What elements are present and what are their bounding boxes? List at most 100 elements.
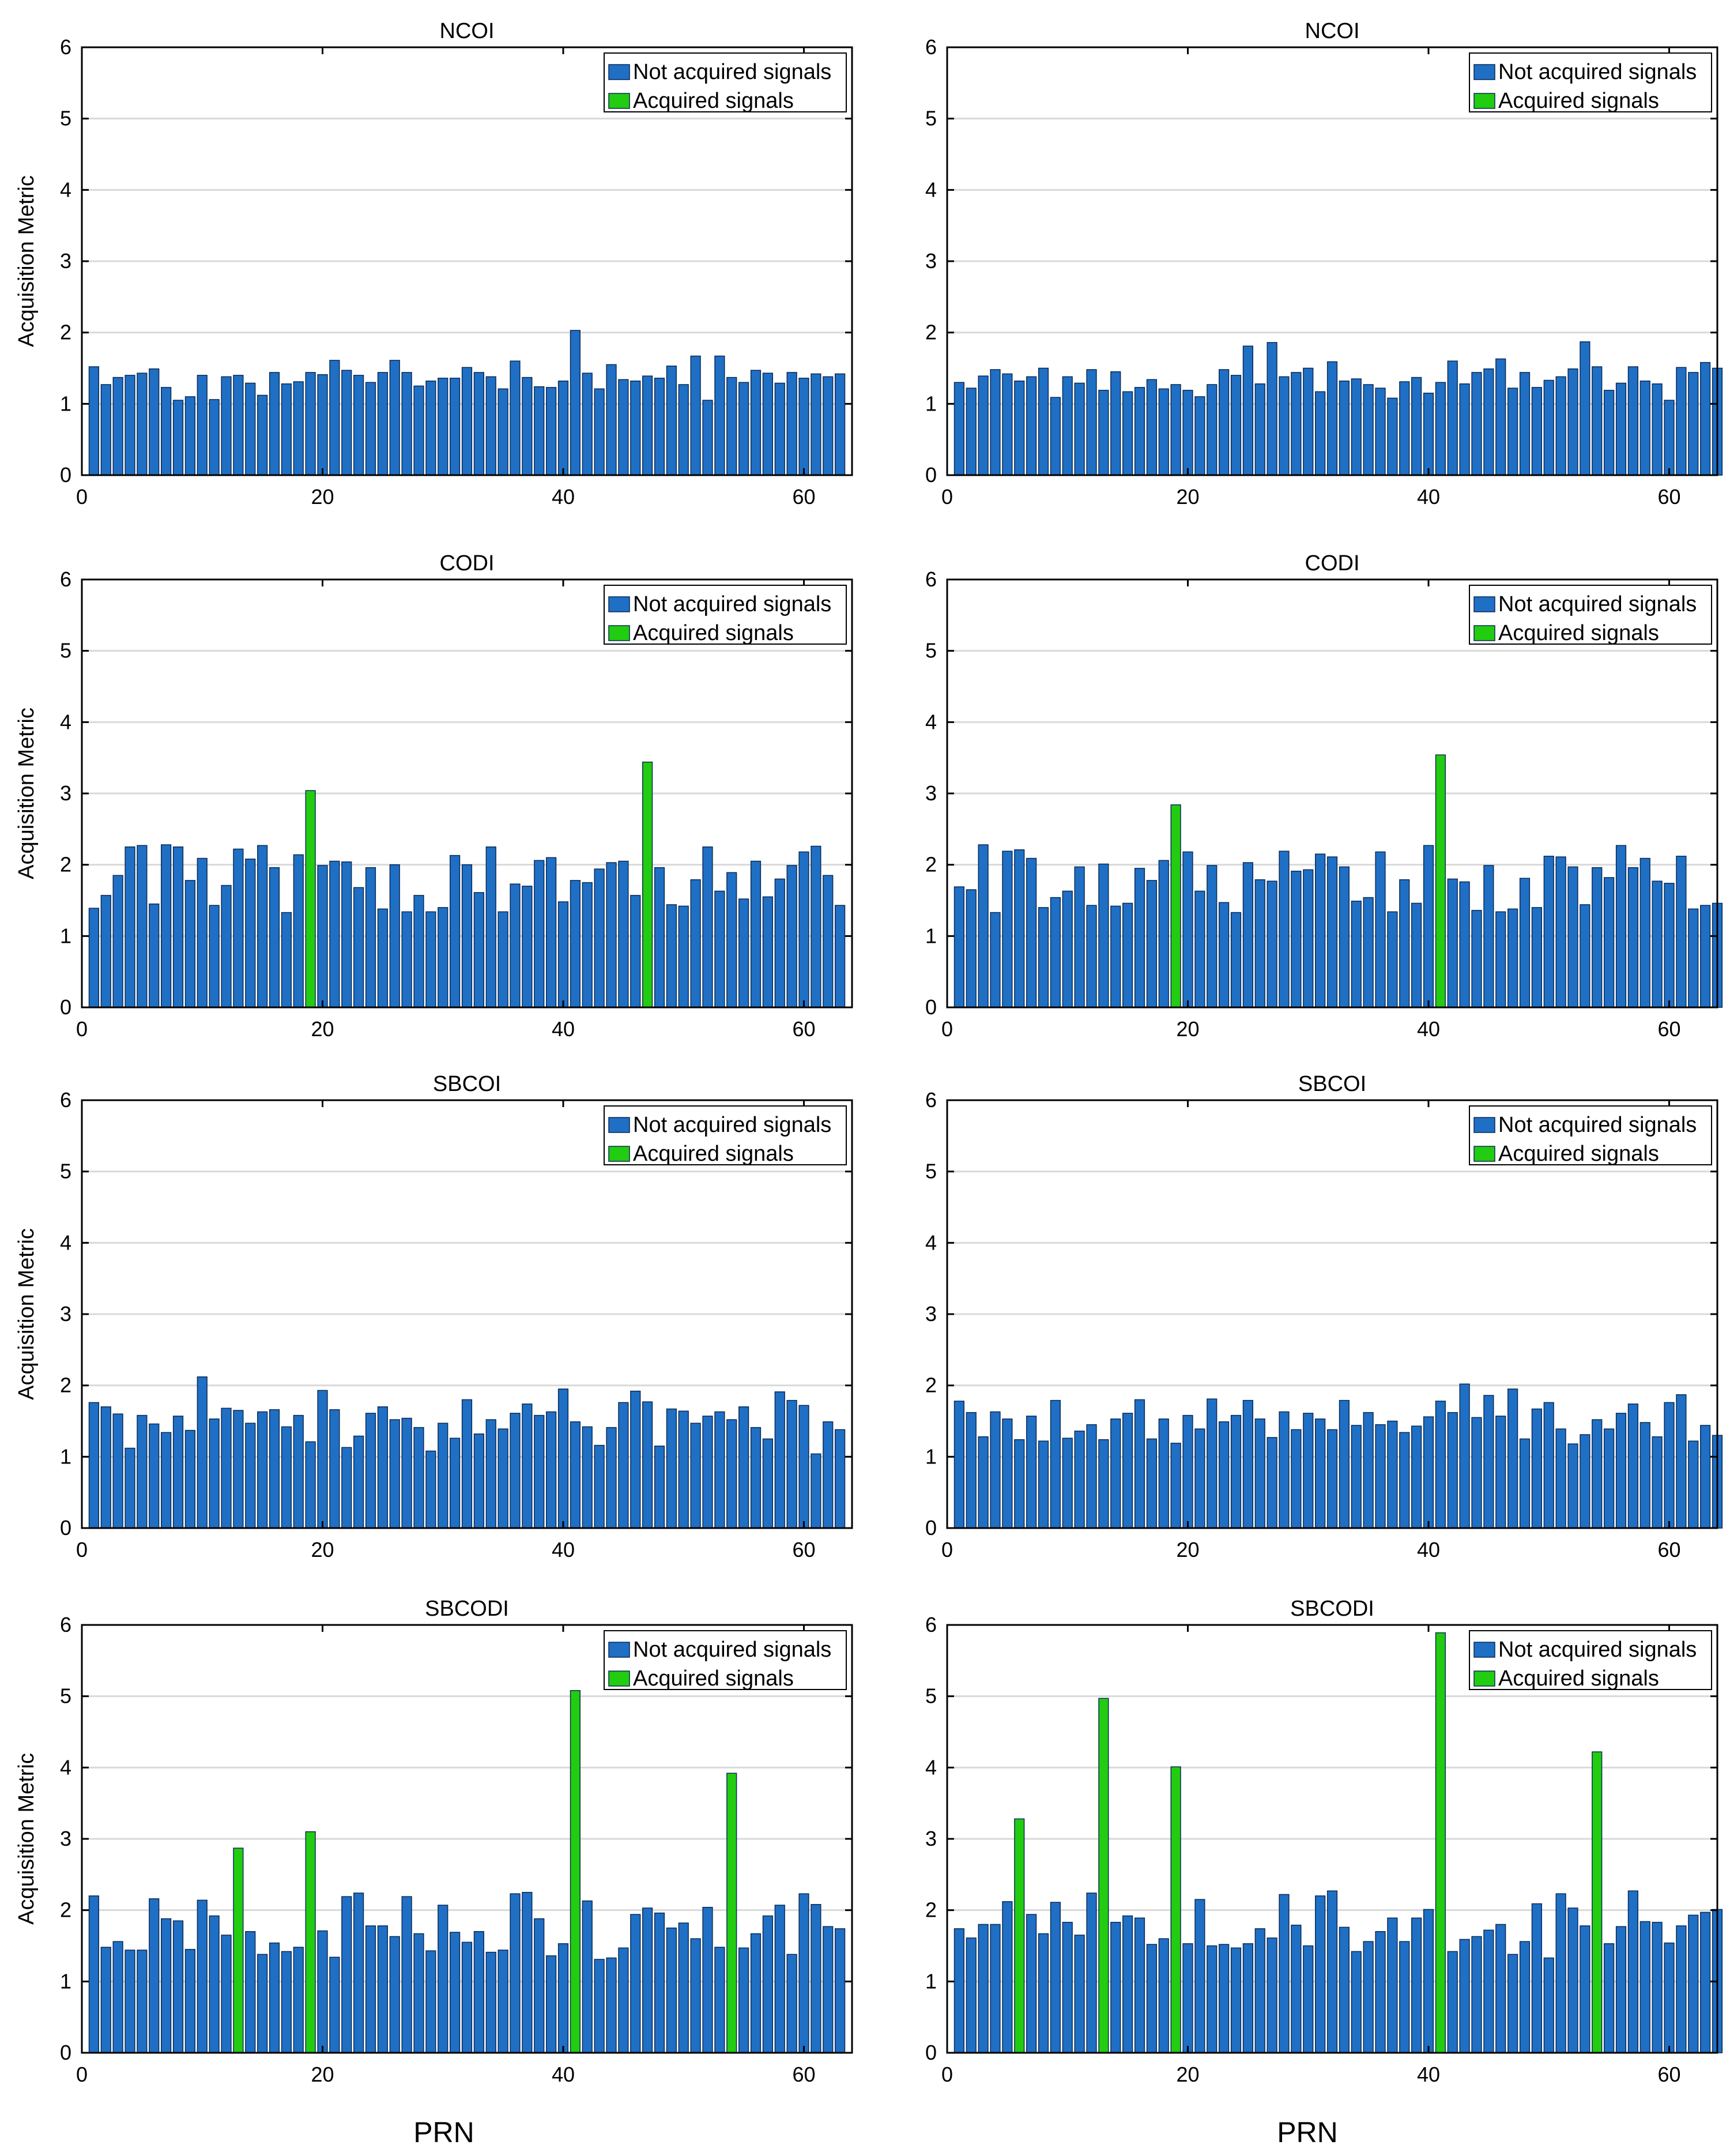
bar-not-acquired bbox=[197, 1376, 208, 1529]
bar-not-acquired bbox=[1688, 372, 1699, 476]
bar-not-acquired bbox=[1664, 1402, 1675, 1529]
bar-not-acquired bbox=[1074, 382, 1085, 476]
bar-not-acquired bbox=[1219, 1944, 1230, 2053]
bar-not-acquired bbox=[377, 372, 388, 476]
bar-not-acquired bbox=[1351, 1951, 1362, 2053]
bar-not-acquired bbox=[281, 1426, 292, 1529]
bar-not-acquired bbox=[786, 372, 797, 476]
y-tick-label: 0 bbox=[925, 1516, 937, 1540]
y-tick-label: 3 bbox=[925, 1827, 937, 1850]
bar-not-acquired bbox=[1303, 869, 1314, 1008]
bar-not-acquired bbox=[1098, 863, 1109, 1008]
bar-not-acquired bbox=[209, 1915, 220, 2053]
bar-not-acquired bbox=[522, 886, 533, 1008]
bar-not-acquired bbox=[1110, 371, 1121, 476]
bar-acquired bbox=[1592, 1751, 1603, 2053]
bar-not-acquired bbox=[798, 378, 809, 476]
bar-not-acquired bbox=[798, 851, 809, 1008]
y-tick-label: 5 bbox=[60, 107, 71, 130]
bar-not-acquired bbox=[714, 355, 725, 476]
bar-not-acquired bbox=[1098, 1439, 1109, 1529]
bar-not-acquired bbox=[221, 885, 232, 1008]
bar-not-acquired bbox=[1303, 367, 1314, 476]
bar-not-acquired bbox=[317, 1930, 328, 2053]
bar-not-acquired bbox=[1639, 1921, 1650, 2053]
x-tick-label: 40 bbox=[1417, 2063, 1440, 2086]
bar-not-acquired bbox=[1507, 908, 1518, 1008]
bar-not-acquired bbox=[1459, 1939, 1470, 2053]
x-tick-label: 0 bbox=[76, 1538, 88, 1561]
bar-not-acquired bbox=[461, 1941, 473, 2053]
bar-not-acquired bbox=[112, 377, 123, 476]
legend-box bbox=[604, 1105, 847, 1165]
bar-not-acquired bbox=[1399, 879, 1410, 1008]
bar-not-acquired bbox=[654, 1446, 665, 1529]
bar-not-acquired bbox=[1303, 1945, 1314, 2053]
bar-not-acquired bbox=[1615, 845, 1627, 1008]
legend: Not acquired signals Acquired signals bbox=[1469, 585, 1712, 645]
bar-not-acquired bbox=[1375, 1424, 1386, 1529]
bar-not-acquired bbox=[1026, 1416, 1037, 1529]
bar-acquired bbox=[1435, 1632, 1446, 2053]
legend-swatch-acquired bbox=[1473, 1670, 1495, 1687]
bar-not-acquired bbox=[1664, 400, 1675, 476]
bar-not-acquired bbox=[654, 378, 665, 476]
bar-not-acquired bbox=[269, 1942, 280, 2053]
legend-swatch-acquired bbox=[608, 625, 630, 641]
bar-not-acquired bbox=[293, 1414, 304, 1529]
bar-not-acquired bbox=[823, 376, 834, 476]
bar-not-acquired bbox=[1555, 1893, 1566, 2053]
bar-not-acquired bbox=[1375, 387, 1386, 476]
bar-not-acquired bbox=[1339, 1399, 1350, 1529]
bar-not-acquired bbox=[389, 864, 400, 1008]
bar-not-acquired bbox=[835, 905, 846, 1008]
bar-not-acquired bbox=[125, 375, 135, 476]
bar-not-acquired bbox=[618, 1947, 629, 2053]
x-tick-label: 20 bbox=[1176, 1017, 1199, 1041]
bar-not-acquired bbox=[1580, 1925, 1590, 2053]
bar-not-acquired bbox=[953, 382, 964, 476]
bar-not-acquired bbox=[1543, 379, 1554, 476]
legend-swatch-not-acquired bbox=[608, 1642, 630, 1658]
y-tick-label: 3 bbox=[60, 249, 71, 273]
bar-not-acquired bbox=[786, 1399, 797, 1529]
y-tick-label: 2 bbox=[925, 321, 937, 344]
bar-not-acquired bbox=[100, 384, 111, 476]
bar-not-acquired bbox=[606, 364, 617, 476]
bar-not-acquired bbox=[678, 905, 689, 1008]
x-tick-label: 40 bbox=[1417, 1538, 1440, 1561]
bar-not-acquired bbox=[702, 400, 713, 476]
bar-not-acquired bbox=[341, 370, 352, 476]
x-tick-label: 60 bbox=[792, 2063, 815, 2086]
bar-not-acquired bbox=[1242, 862, 1253, 1008]
bar-not-acquired bbox=[1639, 857, 1650, 1008]
bar-not-acquired bbox=[690, 1938, 701, 2053]
bar-not-acquired bbox=[534, 860, 545, 1008]
bar-not-acquired bbox=[1002, 1901, 1013, 2053]
bar-not-acquired bbox=[125, 1950, 135, 2053]
bar-not-acquired bbox=[1254, 879, 1265, 1008]
y-tick-label: 5 bbox=[925, 1684, 937, 1708]
bar-not-acquired bbox=[1158, 1418, 1169, 1529]
bar-not-acquired bbox=[1567, 1907, 1578, 2053]
bar-not-acquired bbox=[1615, 1413, 1627, 1529]
bar-not-acquired bbox=[172, 846, 184, 1008]
legend-swatch-acquired bbox=[1473, 1146, 1495, 1162]
y-tick-label: 0 bbox=[60, 463, 71, 487]
bar-not-acquired bbox=[1254, 1418, 1265, 1529]
y-axis-label: Acquisition Metric bbox=[14, 1753, 39, 1925]
bar-not-acquired bbox=[172, 1416, 184, 1529]
bar-not-acquired bbox=[1688, 908, 1699, 1008]
bar-not-acquired bbox=[401, 1417, 412, 1529]
bar-not-acquired bbox=[365, 1925, 376, 2053]
bar-not-acquired bbox=[221, 1408, 232, 1529]
bar-not-acquired bbox=[184, 1948, 195, 2053]
bar-not-acquired bbox=[1387, 1420, 1398, 1529]
bar-not-acquired bbox=[811, 1453, 821, 1529]
bar-not-acquired bbox=[762, 1438, 773, 1529]
bar-not-acquired bbox=[450, 1438, 461, 1529]
bar-not-acquired bbox=[1291, 1924, 1302, 2053]
chart-title: SBCODI bbox=[1290, 1597, 1374, 1621]
bar-not-acquired bbox=[990, 1924, 1001, 2053]
